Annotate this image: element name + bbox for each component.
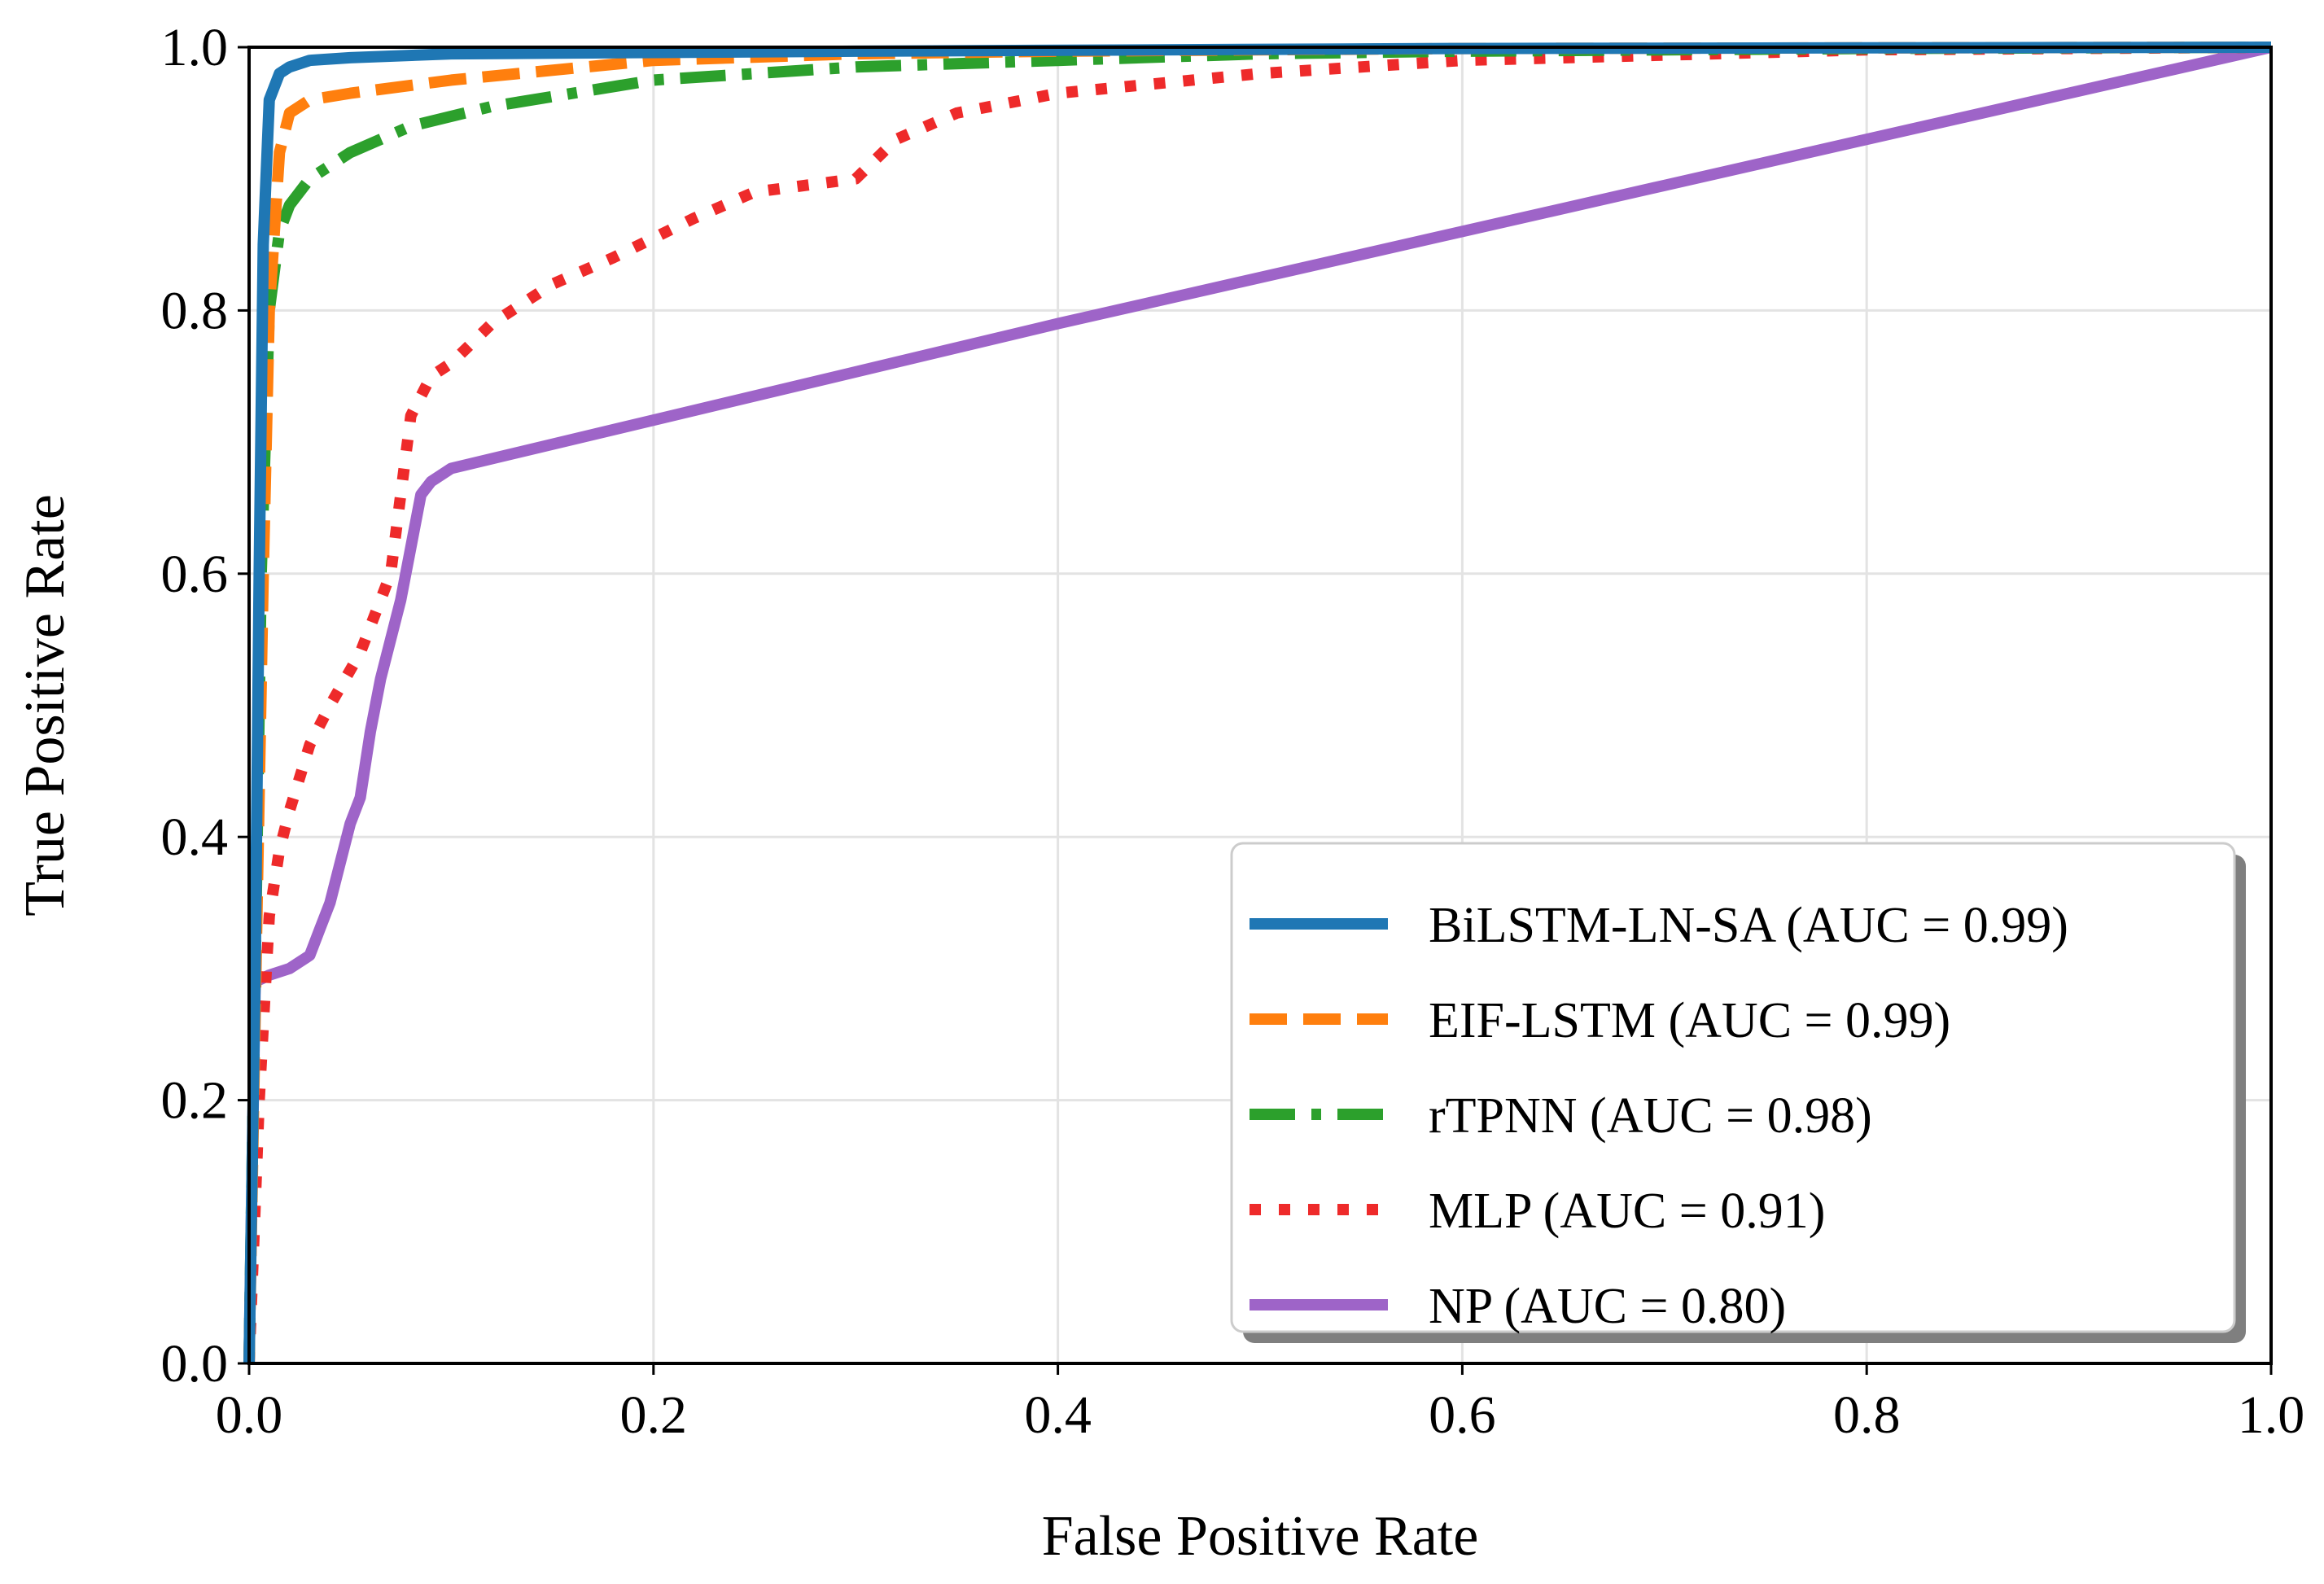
y-tick-label: 0.0 <box>161 1334 229 1394</box>
legend-box <box>1230 842 2236 1333</box>
legend-label: NP (AUC = 0.80) <box>1429 1279 1786 1334</box>
x-tick-label: 0.2 <box>620 1385 688 1445</box>
legend-label: BiLSTM-LN-SA (AUC = 0.99) <box>1429 898 2068 953</box>
legend-label: MLP (AUC = 0.91) <box>1429 1184 1825 1239</box>
y-tick-label: 1.0 <box>161 18 229 77</box>
plot-frame <box>247 46 2273 1365</box>
y-tick-label: 0.2 <box>161 1071 229 1131</box>
x-tick-label: 0.6 <box>1429 1385 1496 1445</box>
series-line-4 <box>243 42 2273 1364</box>
legend-label: EIF-LSTM (AUC = 0.99) <box>1429 993 1950 1048</box>
x-tick-label: 1.0 <box>2238 1385 2305 1445</box>
x-tick-label: 0.8 <box>1833 1385 1901 1445</box>
series-line-0 <box>243 42 2272 1364</box>
legend: BiLSTM-LN-SA (AUC = 0.99) EIF-LSTM (AUC =… <box>1230 842 2246 1343</box>
x-tick-label: 0.0 <box>216 1385 283 1445</box>
y-tick-label: 0.6 <box>161 545 229 604</box>
series-lines <box>243 42 2273 1364</box>
y-tick-label: 0.4 <box>161 807 229 867</box>
axis-ticks: 0.0 0.2 0.4 0.6 0.8 1.0 0.0 0.2 0.4 0.6 0.8 1.0 <box>161 18 2305 1445</box>
x-axis-title: False Positive Rate <box>1042 1505 1479 1568</box>
y-tick-label: 0.8 <box>161 281 229 340</box>
legend-label: rTPNN (AUC = 0.98) <box>1429 1088 1872 1144</box>
x-tick-label: 0.4 <box>1024 1385 1092 1445</box>
y-axis-title: True Positive Rate <box>14 494 77 917</box>
